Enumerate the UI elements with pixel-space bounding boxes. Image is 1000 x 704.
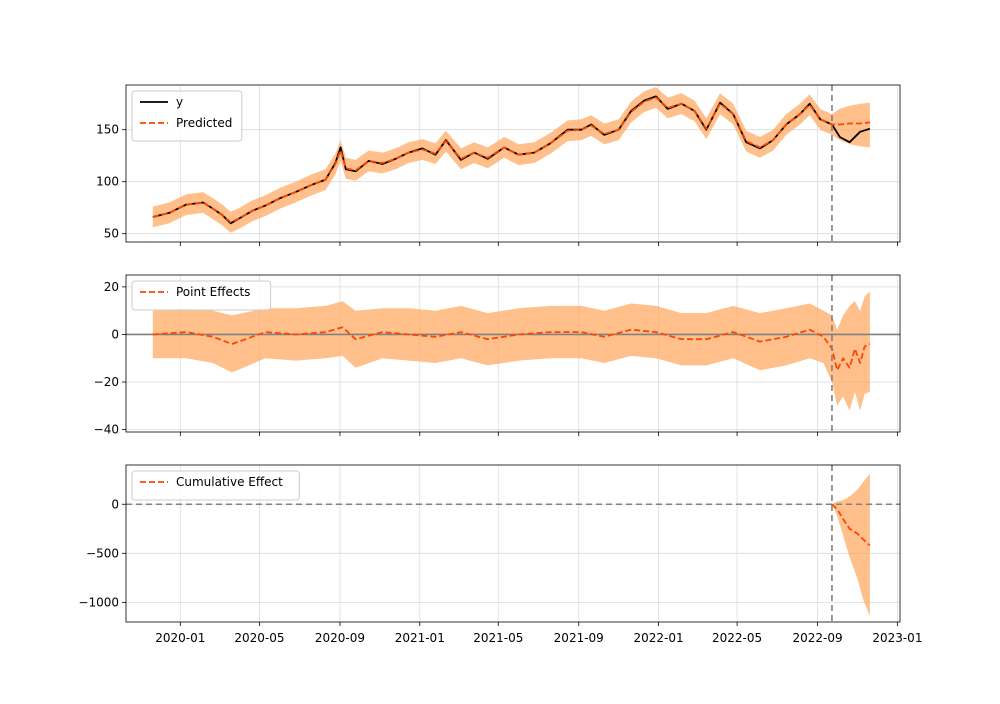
y-tick-label: −20 [94,375,119,389]
panel-observed-predicted: 50 100 150 y Predicted [96,84,901,246]
y-tick-label: 0 [111,327,119,341]
x-tick-label: 2022-05 [712,631,762,645]
series-line-predicted [152,96,871,224]
legend-label: y [176,95,183,109]
x-tick-label: 2021-01 [395,631,445,645]
y-tick-label: 0 [111,497,119,511]
x-tick-label: 2021-05 [473,631,523,645]
x-tick-label: 2022-09 [792,631,842,645]
y-tick-label: −40 [94,423,119,437]
series-line-cumulative-effect [831,503,871,547]
series-line-point-effects [152,326,871,372]
axes-frame [125,84,901,243]
y-tick-label: 20 [104,280,119,294]
y-tick-label: 100 [96,175,119,189]
legend-label: Point Effects [176,285,250,299]
y-tick-label: 50 [104,227,119,241]
axes-frame [125,274,901,433]
x-tick-label: 2020-05 [234,631,284,645]
confidence-band [152,291,870,411]
legend: Cumulative Effect [131,470,300,501]
x-tick-label: 2021-09 [554,631,604,645]
legend: y Predicted [131,90,243,142]
axes-frame [125,464,901,623]
legend-box [131,470,300,501]
confidence-band [832,473,870,617]
x-tick-label: 2020-01 [155,631,205,645]
x-tick-label: 2020-09 [315,631,365,645]
panel-point-effects: −40 −20 0 20 Point Effects [94,274,901,437]
y-tick-label: 150 [96,123,119,137]
legend-label: Predicted [176,116,232,130]
legend: Point Effects [131,280,272,311]
y-tick-label: −500 [86,546,119,560]
legend-box [131,90,243,142]
x-tick-label: 2022-01 [634,631,684,645]
x-tick-label: 2023-01 [872,631,922,645]
legend-label: Cumulative Effect [176,475,283,489]
legend-box [131,280,272,311]
panel-cumulative-effect: −1000 −500 0 2020-01 2020-05 2020-09 2021-01 20… [78,464,922,645]
confidence-band [152,87,870,233]
y-tick-label: −1000 [78,595,119,609]
